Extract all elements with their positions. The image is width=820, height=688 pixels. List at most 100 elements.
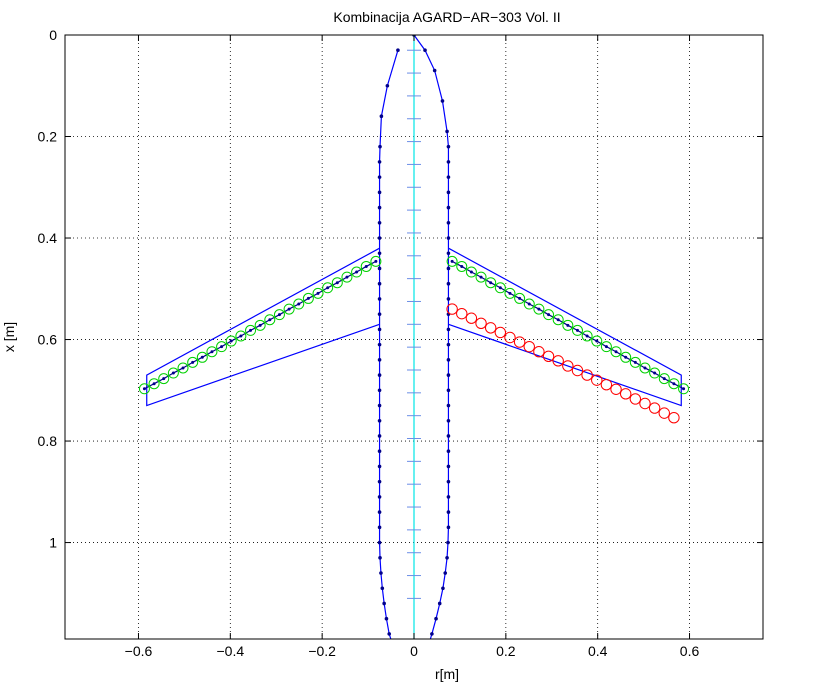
control-point (581, 369, 593, 381)
right-vortex-point (552, 314, 564, 326)
body-right-node (446, 403, 451, 408)
body-right-node (446, 510, 451, 514)
right-vortex-dot (460, 264, 464, 268)
body-right-node (446, 281, 451, 286)
body-left-node (377, 251, 382, 256)
right-vortex-point (639, 362, 651, 374)
y-tick-label: 0.4 (38, 230, 58, 246)
right-vortex-point (581, 330, 593, 342)
body-left-node (377, 495, 382, 499)
body-right-node (446, 190, 451, 195)
right-vortex-point (562, 319, 574, 331)
left-vortex-point (245, 324, 257, 336)
left-vortex-point (273, 309, 285, 321)
body-right-node (437, 601, 442, 606)
body-left-node (384, 616, 389, 621)
data-layer (138, 35, 690, 639)
body-left-node (377, 342, 382, 347)
body-right-node (446, 525, 451, 530)
left-vortex-dot (220, 345, 224, 349)
control-point (542, 350, 555, 362)
right-vortex-dot (537, 307, 541, 311)
body-left-node (377, 403, 382, 408)
left-vortex-dot (277, 313, 281, 317)
body-left-node (377, 373, 382, 377)
left-vortex-point (167, 367, 179, 379)
control-point (571, 364, 584, 377)
left-vortex-point (312, 287, 324, 299)
right-vortex-dot (547, 313, 551, 317)
body-right-node (446, 495, 451, 499)
left-vortex-dot (162, 377, 166, 381)
left-vortex-point (206, 346, 218, 358)
right-vortex-point (456, 260, 468, 272)
left-vortex-dot (200, 355, 204, 359)
left-vortex-point (187, 356, 199, 368)
body-left-node (377, 205, 382, 210)
body-right-node (446, 388, 451, 393)
left-vortex-point (370, 255, 382, 267)
control-point (591, 374, 603, 386)
body-right-node (441, 586, 445, 591)
right-vortex-dot (479, 275, 483, 279)
right-vortex-dot (575, 328, 579, 332)
body-right-node (446, 342, 451, 347)
body-right-node (446, 266, 451, 271)
right-vortex-point (658, 373, 670, 385)
left-vortex-point (196, 351, 208, 363)
body-left-node (377, 510, 382, 514)
body-left-node (377, 434, 382, 438)
right-vortex-point (533, 303, 545, 315)
control-point (610, 383, 622, 395)
control-point (619, 388, 632, 400)
body-right-node (446, 175, 451, 179)
left-vortex-dot (335, 281, 339, 285)
x-tick-label: −0.6 (125, 643, 153, 659)
right-vortex-dot (624, 355, 628, 359)
control-point (494, 326, 507, 339)
left-vortex-dot (297, 302, 301, 306)
left-vortex-point (351, 266, 363, 278)
left-wing-outline (146, 247, 380, 407)
control-point (475, 317, 487, 329)
body-left-node (378, 555, 382, 560)
left-vortex-dot (249, 328, 253, 332)
control-point (523, 340, 535, 353)
right-vortex-point (504, 287, 516, 299)
body-right-node (445, 129, 449, 134)
chart-title: Kombinacija AGARD−AR−303 Vol. II (333, 9, 560, 25)
body-left-outline (378, 50, 399, 639)
left-vortex-point (138, 383, 150, 395)
body-right-node (423, 48, 427, 53)
left-vortex-dot (239, 334, 243, 338)
body-left-node (377, 479, 382, 484)
right-vortex-point (514, 292, 526, 304)
right-vortex-dot (469, 270, 473, 274)
left-vortex-dot (287, 307, 291, 311)
body-left-node (387, 632, 392, 636)
right-vortex-dot (498, 286, 502, 290)
right-wing-outline (448, 247, 682, 407)
control-point (668, 412, 680, 424)
left-vortex-point (225, 335, 237, 347)
body-right-node (430, 632, 434, 636)
control-point (639, 397, 651, 410)
left-vortex-dot (191, 360, 195, 364)
y-axis-label: x [m] (1, 322, 17, 352)
x-tick-label: 0.6 (680, 643, 700, 659)
left-vortex-dot (355, 270, 359, 274)
left-vortex-point (293, 298, 305, 310)
right-vortex-point (475, 271, 487, 283)
right-vortex-dot (633, 360, 637, 364)
body-right-node (445, 555, 449, 560)
body-left-node (377, 418, 382, 423)
body-right-node (446, 144, 451, 149)
body-left-node (377, 175, 382, 179)
x-tick-label: 0.2 (496, 643, 516, 659)
body-left-node (377, 388, 382, 393)
body-left-node (377, 540, 382, 545)
body-right-node (446, 205, 451, 210)
body-left-node (377, 281, 382, 286)
right-vortex-dot (614, 350, 618, 354)
left-vortex-point (302, 292, 314, 304)
